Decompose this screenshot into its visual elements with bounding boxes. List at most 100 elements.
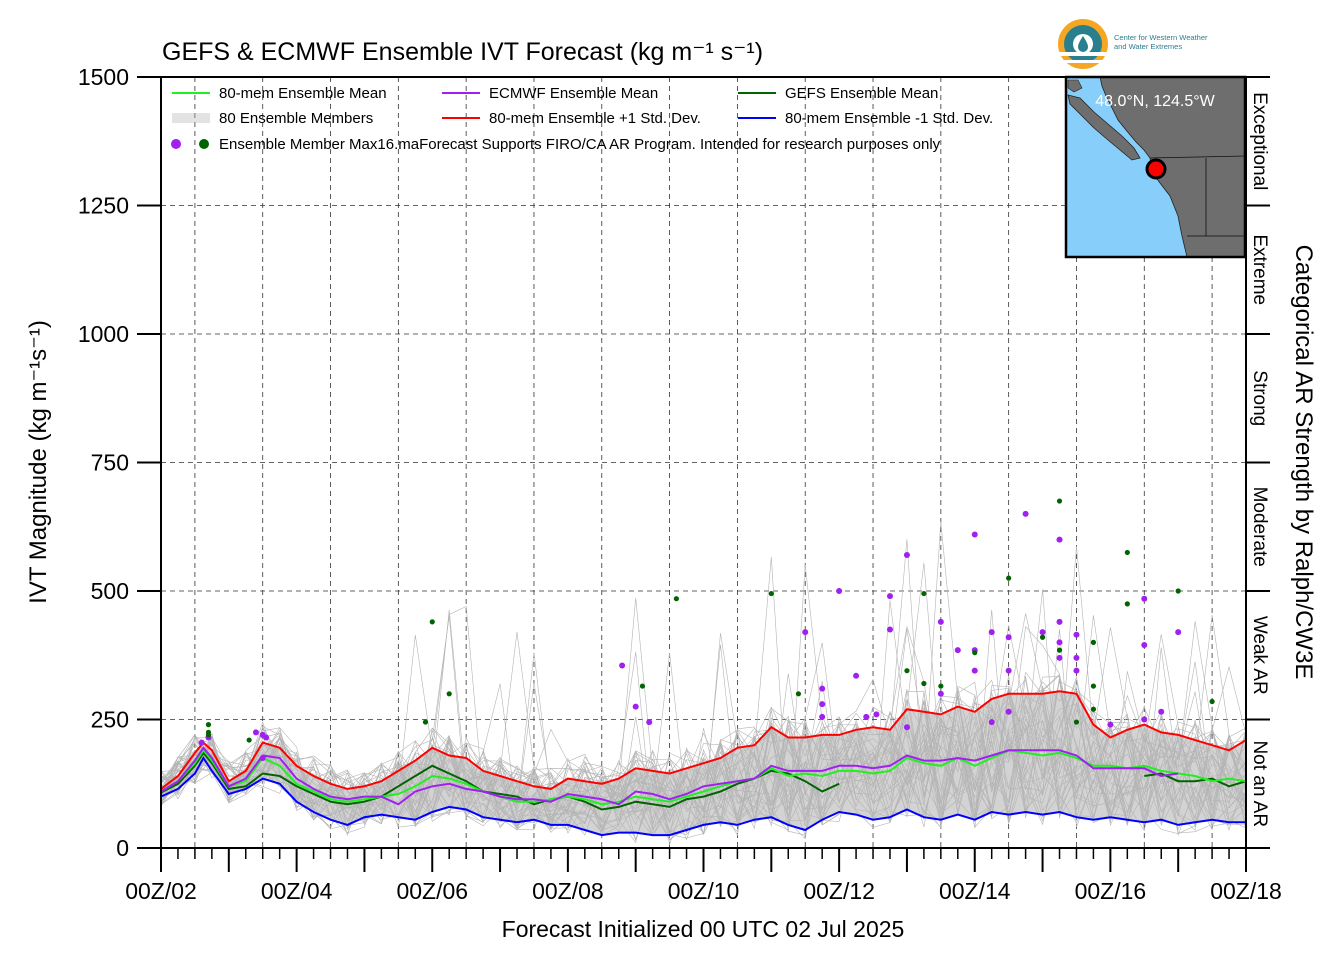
- series-line-80-mem-ensemble-mean: [161, 748, 1246, 806]
- ecmwf-max-dot: [937, 690, 944, 697]
- location-marker: [1145, 158, 1167, 180]
- gefs-max-dot: [1124, 601, 1130, 607]
- ecmwf-max-dot: [198, 739, 205, 746]
- ecmwf-max-dot: [1141, 595, 1148, 602]
- ensemble-member-line: [161, 679, 1246, 834]
- map-islands: [1067, 79, 1083, 93]
- gefs-max-dot: [1090, 639, 1097, 646]
- gefs-max-dot: [795, 691, 802, 697]
- ecmwf-max-dot: [259, 755, 266, 762]
- y-tick-label: 1500: [78, 64, 129, 90]
- series-line-80-mem-ensemble-1-std-dev: [161, 690, 1246, 790]
- legend-label: 80-mem Ensemble +1 Std. Dev.: [489, 110, 701, 127]
- ecmwf-max-dot: [1056, 618, 1063, 625]
- ecmwf-max-dot: [1073, 654, 1080, 661]
- ecmwf-max-dot: [1005, 667, 1012, 674]
- gefs-max-dot: [1073, 719, 1080, 725]
- ecmwf-max-dot: [1039, 629, 1046, 636]
- gefs-max-dot: [1090, 706, 1097, 712]
- category-label: Weak AR: [1249, 616, 1270, 695]
- member-max-dots: [198, 498, 1215, 762]
- x-tick-label: 00Z/10: [668, 878, 740, 904]
- series-line-ecmwf-ensemble-mean: [161, 746, 1179, 806]
- ecmwf-max-dot: [1141, 641, 1148, 648]
- inset-map-label: 48.0°N, 124.5°W: [1095, 93, 1215, 110]
- ensemble-member-line: [161, 521, 1246, 837]
- gefs-max-dot: [768, 590, 774, 597]
- category-label: Strong: [1249, 370, 1270, 426]
- x-tick-label: 00Z/16: [1075, 878, 1147, 904]
- ecmwf-max-dot: [1056, 536, 1063, 543]
- ecmwf-max-dot: [988, 629, 995, 636]
- ecmwf-max-dot: [937, 618, 944, 625]
- category-label: Moderate: [1249, 487, 1270, 567]
- legend-label: GEFS Ensemble Mean: [785, 85, 938, 102]
- gefs-max-dot: [1209, 698, 1215, 705]
- ecmwf-max-dot: [836, 588, 843, 594]
- ensemble-member-line: [161, 652, 1246, 837]
- ecmwf-max-dot: [1073, 667, 1080, 674]
- y-axis-label: IVT Magnitude (kg m⁻¹s⁻¹): [25, 320, 52, 604]
- chart-title: GEFS & ECMWF Ensemble IVT Forecast (kg m…: [162, 38, 763, 66]
- logo-text-line2: and Water Extremes: [1114, 42, 1182, 51]
- gefs-max-dot: [921, 680, 927, 687]
- y-tick-label: 1000: [78, 321, 129, 347]
- ecmwf-max-dot: [886, 626, 893, 633]
- gefs-max-dot: [938, 683, 944, 689]
- y-tick-label: 0: [116, 835, 129, 861]
- gefs-max-dot: [1039, 634, 1046, 640]
- y-tick-label: 250: [91, 707, 129, 733]
- ecmwf-max-dot: [903, 724, 910, 731]
- ensemble-member-line: [161, 621, 1246, 830]
- ecmwf-max-dot: [886, 593, 893, 600]
- inset-map: 48.0°N, 124.5°W: [1064, 75, 1247, 259]
- vancouver-island: [1067, 94, 1141, 161]
- gefs-max-dot: [921, 590, 927, 597]
- ecmwf-max-dot: [819, 685, 826, 692]
- x-tick-label: 00Z/02: [125, 878, 197, 904]
- ecmwf-max-dot: [1141, 716, 1148, 723]
- x-tick-label: 00Z/08: [532, 878, 604, 904]
- ecmwf-max-dot: [971, 667, 978, 674]
- legend-dot: [171, 139, 181, 149]
- ecmwf-max-dot: [1158, 708, 1165, 715]
- logo-text-line1: Center for Western Weather: [1114, 33, 1208, 42]
- gefs-max-dot: [429, 619, 435, 625]
- ecmwf-max-dot: [988, 719, 995, 726]
- gefs-max-dot: [673, 596, 679, 602]
- series-line-80-mem-ensemble-1-std-dev: [161, 756, 1246, 837]
- ensemble-member-line: [161, 564, 1246, 834]
- gefs-max-dot: [1056, 647, 1063, 653]
- ecmwf-max-dot: [1056, 639, 1063, 646]
- legend-label: 80 Ensemble Members: [219, 110, 373, 127]
- gefs-max-dot: [205, 732, 212, 738]
- gefs-max-dot: [1056, 498, 1063, 504]
- ecmwf-max-dot: [853, 672, 860, 679]
- series-lines: [161, 690, 1246, 837]
- legend-dot: [199, 139, 209, 149]
- ecmwf-max-dot: [1056, 654, 1063, 661]
- x-tick-label: 00Z/18: [1210, 878, 1282, 904]
- ecmwf-max-dot: [819, 701, 826, 708]
- cw3e-logo: Center for Western Weather and Water Ext…: [1058, 19, 1208, 69]
- ecmwf-max-dot: [619, 662, 626, 669]
- category-label: Not an AR: [1249, 740, 1270, 827]
- gefs-max-dot: [1090, 683, 1097, 689]
- gefs-max-dot: [446, 691, 452, 697]
- ecmwf-max-dot: [252, 729, 259, 736]
- gefs-max-dot: [1006, 575, 1012, 581]
- legend-label: 80-mem Ensemble -1 Std. Dev.: [785, 110, 993, 127]
- ecmwf-max-dot: [819, 713, 826, 720]
- ecmwf-max-dot: [632, 703, 639, 710]
- x-tick-label: 00Z/12: [803, 878, 875, 904]
- ensemble-member-line: [161, 701, 1246, 827]
- y-tick-label: 500: [91, 578, 129, 604]
- x-axis-label: Forecast Initialized 00 UTC 02 Jul 2025: [502, 916, 905, 942]
- ensemble-member-line: [161, 665, 1246, 831]
- ecmwf-max-dot: [863, 713, 870, 720]
- legend-label: 80-mem Ensemble Mean: [219, 85, 387, 102]
- gefs-max-dot: [972, 650, 978, 656]
- x-tick-label: 00Z/06: [396, 878, 468, 904]
- ecmwf-max-dot: [1107, 721, 1114, 728]
